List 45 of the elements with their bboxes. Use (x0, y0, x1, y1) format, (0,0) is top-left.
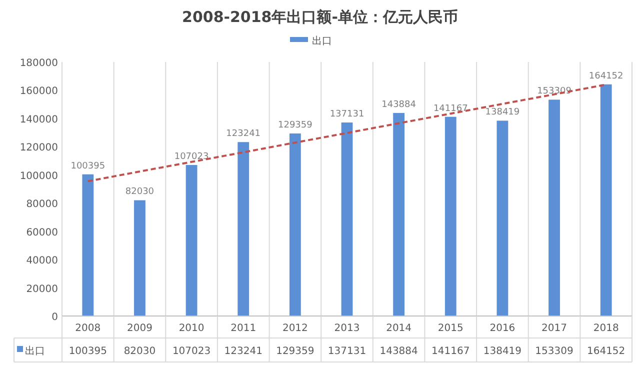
text: 出口 (25, 346, 45, 357)
text: 129359 (278, 120, 312, 130)
text: 100395 (70, 161, 106, 172)
x-tick-label: 2009 (127, 323, 152, 334)
x-tick-label: 2013 (334, 323, 360, 334)
x-tick-label: 2008 (75, 323, 101, 334)
data-label: 137131 (328, 346, 366, 357)
data-label: 82030 (124, 346, 156, 357)
x-tick-label: 2018 (593, 323, 619, 334)
y-tick-label: 80000 (26, 199, 58, 210)
x-tick-label: 2014 (386, 323, 412, 334)
y-tick-label: 60000 (26, 227, 58, 238)
data-label: 141167 (432, 346, 470, 357)
text: 164152 (588, 71, 624, 82)
legend-label: 出口 (312, 35, 332, 47)
text: 143884 (382, 100, 416, 110)
data-label: 100395 (68, 346, 108, 357)
x-tick-label: 2015 (438, 323, 464, 334)
x-tick-label: 2017 (542, 323, 567, 334)
y-tick-label: 0 (52, 312, 58, 323)
data-label: 129359 (276, 346, 314, 357)
text: 123241 (226, 129, 261, 140)
data-label: 123241 (224, 346, 262, 357)
y-tick-label: 160000 (20, 86, 58, 98)
data-label: 107023 (172, 346, 211, 357)
x-tick-label: 2016 (490, 323, 516, 334)
data-label: 143884 (380, 346, 418, 357)
text: 82030 (125, 187, 154, 198)
y-tick-label: 40000 (26, 256, 58, 267)
y-tick-label: 180000 (20, 58, 58, 69)
x-tick-label: 2012 (282, 323, 308, 334)
x-tick-label: 2010 (178, 323, 204, 334)
text: 137131 (330, 109, 364, 120)
text: 138419 (485, 108, 520, 118)
text: 107023 (174, 152, 209, 162)
chart-title: 2008-2018年出口额-单位：亿元人民币 (182, 8, 458, 26)
data-label: 138419 (483, 346, 522, 357)
y-tick-label: 120000 (20, 142, 58, 154)
y-tick-label: 140000 (20, 114, 58, 126)
data-label: 153309 (535, 346, 574, 357)
y-tick-label: 100000 (20, 170, 58, 182)
x-tick-label: 2011 (230, 323, 256, 334)
y-tick-label: 20000 (26, 284, 58, 295)
text: 141167 (433, 104, 468, 114)
data-label: 164152 (586, 346, 626, 357)
